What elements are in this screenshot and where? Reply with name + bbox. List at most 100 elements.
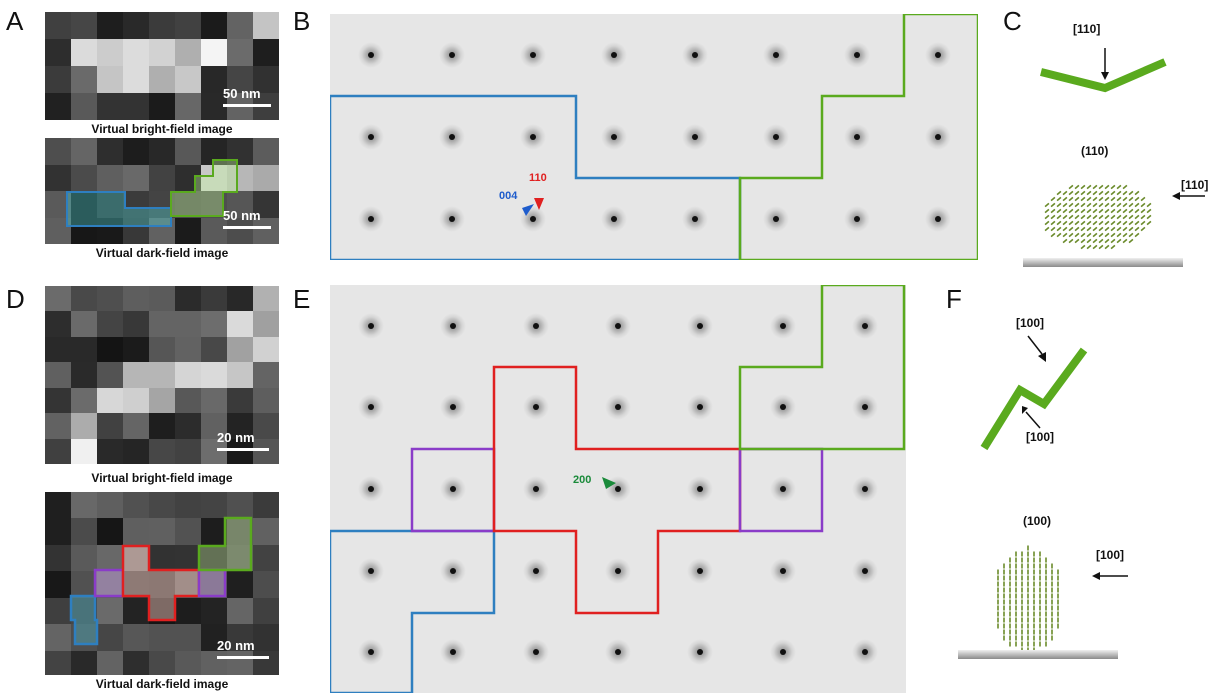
lattice-line [1080,238,1086,244]
diffraction-spot [615,649,621,656]
lattice-line [1098,226,1104,232]
lattice-line [1044,202,1050,208]
lattice-line [1074,226,1080,232]
lattice-line [1044,208,1050,214]
diffraction-spot [697,322,704,329]
diffraction-spot [772,52,779,58]
lattice-line [1122,202,1128,208]
lattice-line [1080,220,1086,226]
lattice-line [1050,232,1056,238]
lattice-line [1092,184,1098,190]
diffraction-spot [368,486,375,492]
lattice-line [1140,208,1146,214]
diffraction-spot [853,134,860,140]
diffraction-overlay-e [330,285,906,693]
lattice-line [1068,226,1074,232]
lattice-line [1092,238,1098,244]
diffraction-spot [450,404,457,411]
lattice-line [1098,238,1104,244]
lattice-line [1062,214,1068,220]
lattice-line [1128,226,1134,232]
lattice-line [1074,196,1080,202]
panel-label-d: D [6,284,25,314]
direction-label-f-bottom: [100] [1026,430,1055,444]
diffraction-spot [697,486,704,492]
lattice-line [1062,220,1068,226]
lattice-line [1110,220,1116,226]
scale-bar-a-top [223,104,271,107]
lattice-line [1104,184,1110,190]
lattice-line [1098,208,1104,214]
scale-bar-d-top [217,448,269,451]
virtual-dark-field-image-a [45,138,279,245]
annotation-110: 110 [529,172,547,184]
arrow-left-f [1092,572,1100,580]
lattice-line [1074,214,1080,220]
diffraction-spot [529,216,536,222]
scale-bar-label-d-bottom: 20 nm [217,638,255,653]
region-purple-d-left [93,568,125,598]
lattice-line [1068,196,1074,202]
diffraction-spot [610,134,617,140]
diffraction-spot [532,649,539,656]
diffraction-spot [532,567,539,574]
plane-label-c: (110) [1081,144,1109,158]
arrow-down-c [1101,72,1109,80]
lattice-line [1128,190,1134,196]
lattice-line [1086,196,1092,202]
lattice-line [1068,208,1074,214]
virtual-bright-field-image-a [45,12,279,121]
lattice-line [1080,244,1086,250]
lattice-line [1104,244,1110,250]
lattice-line [1092,214,1098,220]
lattice-line [1134,202,1140,208]
arrowhead-004 [522,204,534,216]
lattice-line [1122,220,1128,226]
lattice-line [1122,232,1128,238]
caption-bright-field-a: Virtual bright-field image [45,120,279,138]
panel-c: [110] (110) [110] [985,10,1218,275]
lattice-line [1086,184,1092,190]
substrate-f [958,650,1118,659]
lattice-line [1128,202,1134,208]
lattice-line [1122,238,1128,244]
scale-bar-label-a-bottom: 50 nm [223,208,261,223]
zigzag-wire-c [1040,58,1167,93]
lattice-line [1086,220,1092,226]
lattice-line [1134,220,1140,226]
substrate-c [1023,258,1183,267]
lattice-line [1044,214,1050,220]
diffraction-spot [610,52,617,58]
diffraction-spot [779,322,786,329]
lattice-line [1140,202,1146,208]
annotation-200: 200 [573,474,592,486]
direction-label-f-side: [100] [1096,548,1125,562]
lattice-line [1116,232,1122,238]
lattice-line [1146,214,1152,220]
lattice-line [1104,208,1110,214]
lattice-line [1068,202,1074,208]
lattice-line [1116,226,1122,232]
lattice-line [1110,238,1116,244]
lattice-line [1116,196,1122,202]
lattice-line [1104,214,1110,220]
lattice-line [1050,208,1056,214]
lattice-line [1104,190,1110,196]
region-purple-d-right [197,568,227,598]
diffraction-spot [934,216,941,222]
region-blue-a [66,191,172,227]
lattice-line [1080,202,1086,208]
lattice-line [1080,232,1086,238]
lattice-line [1062,232,1068,238]
direction-label-c-side: [110] [1181,178,1209,192]
lattice-line [1062,190,1068,196]
lattice-line [1080,214,1086,220]
lattice-line [1062,208,1068,214]
lattice-line [1110,232,1116,238]
lattice-line [1110,208,1116,214]
lattice-line [1110,190,1116,196]
lattice-line [1074,220,1080,226]
lattice-line [1092,232,1098,238]
diffraction-spot [697,649,704,656]
diffraction-spot [610,216,617,222]
